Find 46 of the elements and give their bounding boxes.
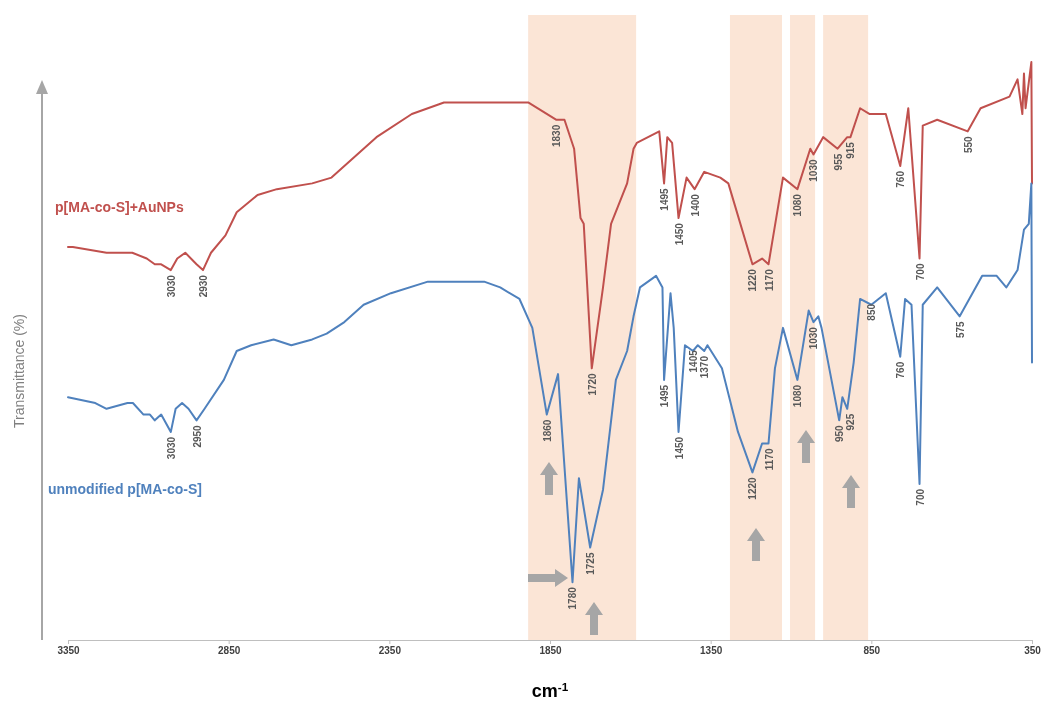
annotation: 1495 [659,384,671,408]
x-tick-label: 1350 [700,645,723,657]
annotation: 550 [962,135,974,154]
annotation: 950 [834,424,846,443]
annotation: 1725 [585,552,597,575]
annotation: 1370 [699,355,711,379]
annotation: 2950 [191,424,203,448]
annotation: 575 [954,320,966,339]
annotation: 925 [845,413,857,431]
x-tick-label: 2350 [378,645,402,657]
annotation: 1220 [747,268,759,292]
annotation: 1830 [551,124,563,148]
annotation: 1170 [763,448,775,471]
annotation: 1030 [808,159,820,182]
annotation: 850 [866,303,878,321]
x-tick-label: 850 [863,645,881,657]
annotation: 1450 [673,222,685,246]
annotation: 1720 [586,372,598,396]
annotation: 1860 [541,419,553,442]
annotation: 1080 [792,384,804,408]
annotation: 1780 [567,586,579,610]
annotation: 915 [845,141,857,159]
annotation: 1030 [808,326,820,350]
x-tick-label: 2850 [218,645,241,657]
annotation: 1220 [747,476,759,500]
annotation: 2930 [197,274,209,298]
annotation: 3030 [165,436,177,460]
x-tick-label: 1850 [539,645,563,657]
annotation: 760 [895,170,907,188]
annotation: 1400 [689,193,701,217]
x-tick-label: 3350 [57,645,81,657]
annotation: 3030 [165,274,177,298]
annotation: 1405 [687,349,699,373]
annotation: 760 [895,361,907,379]
annotation: 955 [832,153,844,171]
text: unmodified p[MA-co-S] [48,481,202,497]
x-tick-label: 350 [1024,645,1042,657]
y-axis-title: Transmittance (%) [11,314,27,428]
text: p[MA-co-S]+AuNPs [55,199,184,215]
annotation: 1450 [673,436,685,460]
x-axis-title: cm$^{-1}$ [531,679,569,701]
annotation: 1495 [659,187,671,211]
annotation: 1170 [763,268,775,291]
annotation: 1080 [792,193,804,217]
annotation: 700 [914,488,926,506]
annotation: 700 [914,263,926,281]
